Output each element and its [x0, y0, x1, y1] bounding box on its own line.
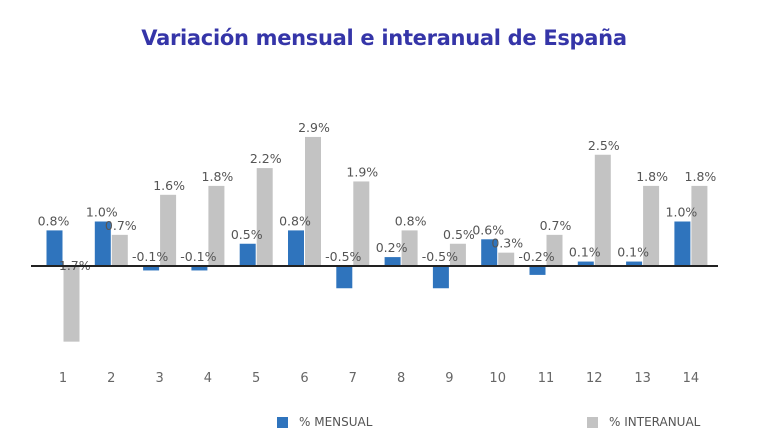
data-label-mensual-8: 0.2% [376, 240, 408, 255]
x-tick-label-13: 13 [634, 371, 651, 386]
legend-swatch-interanual [587, 416, 598, 428]
bar-interanual-12 [594, 154, 611, 266]
bar-mensual-13 [626, 261, 643, 266]
bar-mensual-12 [577, 261, 594, 266]
legend-swatch-mensual [277, 416, 288, 428]
data-label-interanual-6: 2.9% [298, 120, 330, 135]
data-label-interanual-9: 0.5% [443, 227, 475, 242]
data-label-interanual-7: 1.9% [346, 164, 378, 179]
bar-interanual-13 [643, 185, 660, 266]
x-tick-label-2: 2 [107, 371, 115, 386]
bar-interanual-2 [111, 234, 128, 266]
chart-title: Variación mensual e interanual de España [141, 26, 627, 50]
bar-mensual-1 [46, 230, 63, 266]
data-label-interanual-4: 1.8% [202, 169, 234, 184]
bar-interanual-9 [449, 243, 466, 266]
bar-interanual-10 [498, 252, 515, 266]
x-tick-label-14: 14 [683, 371, 700, 386]
data-label-mensual-9: -0.5% [422, 249, 458, 264]
x-tick-label-9: 9 [445, 371, 453, 386]
data-label-interanual-5: 2.2% [250, 151, 282, 166]
bar-interanual-1 [63, 266, 80, 342]
bar-mensual-14 [674, 221, 691, 266]
data-label-mensual-11: -0.2% [518, 249, 554, 264]
bar-mensual-4 [191, 266, 208, 271]
legend-label-mensual: % MENSUAL [299, 415, 373, 429]
bar-mensual-9 [432, 266, 449, 289]
data-label-interanual-13: 1.8% [636, 169, 668, 184]
data-label-interanual-3: 1.6% [153, 178, 185, 193]
bar-mensual-2 [94, 221, 111, 266]
bar-mensual-11 [529, 266, 546, 275]
data-label-mensual-12: 0.1% [569, 245, 601, 260]
legend-label-interanual: % INTERANUAL [609, 415, 701, 429]
data-label-mensual-3: -0.1% [132, 249, 168, 264]
legend-item-interanual: % INTERANUAL [587, 415, 700, 429]
data-label-interanual-11: 0.7% [540, 218, 572, 233]
legend-item-mensual: % MENSUAL [277, 415, 372, 429]
data-label-mensual-10: 0.6% [472, 222, 504, 237]
bar-mensual-6 [288, 230, 304, 266]
data-label-interanual-8: 0.8% [395, 213, 427, 228]
x-tick-label-8: 8 [397, 371, 405, 386]
x-tick-label-4: 4 [204, 371, 212, 386]
data-label-interanual-12: 2.5% [588, 138, 620, 153]
bar-mensual-3 [143, 266, 160, 271]
data-label-interanual-14: 1.8% [685, 169, 717, 184]
data-label-mensual-13: 0.1% [617, 245, 649, 260]
bar-mensual-5 [239, 243, 256, 266]
x-tick-label-3: 3 [155, 371, 163, 386]
bar-interanual-11 [546, 234, 563, 266]
bar-mensual-7 [336, 266, 353, 289]
bar-interanual-7 [353, 181, 370, 266]
bar-mensual-10 [481, 239, 498, 266]
bar-interanual-5 [256, 168, 273, 266]
bar-mensual-8 [384, 257, 401, 266]
bar-interanual-6 [305, 136, 321, 266]
data-label-interanual-2: 0.7% [105, 218, 137, 233]
data-label-mensual-6: 0.8% [279, 213, 311, 228]
data-label-mensual-5: 0.5% [231, 227, 263, 242]
x-tick-label-5: 5 [252, 371, 260, 386]
x-tick-label-10: 10 [489, 371, 506, 386]
x-tick-label-6: 6 [300, 371, 308, 386]
x-tick-label-7: 7 [349, 371, 357, 386]
data-label-mensual-7: -0.5% [325, 249, 361, 264]
data-label-mensual-4: -0.1% [180, 249, 216, 264]
bar-interanual-14 [691, 185, 708, 266]
data-label-interanual-10: 0.3% [491, 236, 523, 251]
bar-interanual-8 [401, 230, 418, 266]
bar-interanual-4 [208, 185, 225, 266]
x-tick-label-11: 11 [538, 371, 555, 386]
data-label-mensual-14: 1.0% [666, 205, 698, 220]
x-tick-label-1: 1 [59, 371, 67, 386]
bar-interanual-3 [160, 194, 177, 266]
x-tick-label-12: 12 [586, 371, 603, 386]
data-label-mensual-2: 1.0% [86, 205, 118, 220]
data-label-mensual-1: 0.8% [38, 213, 70, 228]
